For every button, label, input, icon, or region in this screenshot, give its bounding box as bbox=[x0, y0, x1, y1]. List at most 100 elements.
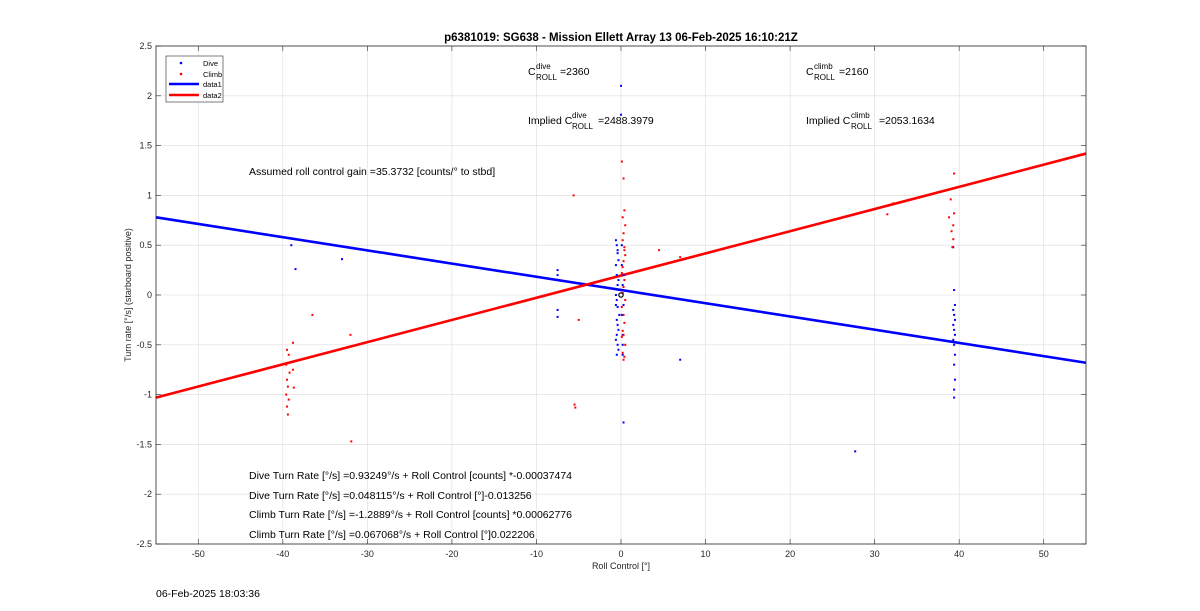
climb-point bbox=[620, 160, 623, 163]
dive-point bbox=[614, 294, 617, 296]
climb-point bbox=[292, 386, 295, 389]
data-layer bbox=[155, 84, 1087, 453]
dive-point bbox=[618, 313, 621, 316]
climb-point bbox=[623, 249, 626, 252]
climb-point bbox=[624, 224, 627, 227]
dive-point bbox=[622, 421, 625, 424]
ticks: -50 -40 -30 -20 -10 0 10 20 30 40 50-2.5-2-1.5-1-0… bbox=[136, 41, 1086, 559]
dive-point bbox=[615, 353, 618, 356]
annotation-c-roll-climb-sub: ROLL bbox=[814, 73, 835, 82]
origin-marker bbox=[618, 292, 624, 298]
legend-data2-label: data2 bbox=[203, 91, 222, 100]
dive-point bbox=[621, 353, 624, 356]
annotation-implied-dive-sup: dive bbox=[572, 111, 587, 120]
dive-point bbox=[615, 244, 618, 247]
annotation-implied-climb-value: =2053.1634 bbox=[879, 115, 935, 127]
annotation-equation-climb-degrees: Climb Turn Rate [°/s] =0.067068°/s + Rol… bbox=[249, 529, 535, 541]
climb-point bbox=[577, 318, 580, 321]
dive-point bbox=[953, 388, 956, 391]
x-tick-label: 0 bbox=[618, 549, 623, 559]
dive-point bbox=[952, 308, 955, 311]
dive-point bbox=[621, 343, 624, 346]
x-tick-label: -40 bbox=[276, 549, 289, 559]
annotation-roll-gain: Assumed roll control gain =35.3732 [coun… bbox=[249, 166, 495, 178]
annotation-implied-dive-value: =2488.3979 bbox=[598, 115, 654, 127]
climb-point bbox=[623, 279, 626, 282]
dive-point bbox=[615, 318, 618, 321]
y-tick-label: -2 bbox=[144, 489, 152, 499]
dive-point bbox=[617, 348, 620, 351]
climb-point bbox=[620, 305, 623, 308]
dive-point bbox=[614, 264, 617, 267]
climb-point bbox=[624, 343, 627, 346]
climb-point bbox=[622, 313, 625, 316]
dive-point bbox=[953, 396, 956, 399]
x-tick-label: 10 bbox=[701, 549, 711, 559]
dive-point bbox=[620, 244, 623, 247]
legend[interactable]: Dive Climb data1 data2 bbox=[165, 55, 224, 103]
dive-point bbox=[953, 313, 956, 316]
annotation-equation-dive-counts: Dive Turn Rate [°/s] =0.93249°/s + Roll … bbox=[249, 470, 572, 482]
annotation-c-roll-dive-prefix: C bbox=[528, 66, 536, 78]
dive-point bbox=[614, 303, 617, 306]
y-tick-label: 0 bbox=[147, 290, 152, 300]
climb-point bbox=[953, 212, 956, 215]
y-tick-label: 1 bbox=[147, 190, 152, 200]
annotation-c-roll-dive-sub: ROLL bbox=[536, 73, 557, 82]
x-axis-label: Roll Control [°] bbox=[592, 561, 650, 571]
climb-point bbox=[573, 403, 576, 406]
climb-point bbox=[620, 272, 623, 275]
dive-point bbox=[620, 84, 622, 87]
series-line-data1 bbox=[155, 216, 1087, 365]
legend-climb-label: Climb bbox=[203, 70, 222, 79]
dive-point bbox=[290, 244, 293, 247]
dive-point bbox=[620, 113, 622, 116]
climb-point bbox=[572, 194, 575, 197]
climb-point bbox=[286, 348, 289, 351]
climb-point bbox=[679, 256, 682, 259]
legend-dive-label: Dive bbox=[203, 59, 218, 68]
annotation-equation-dive-degrees: Dive Turn Rate [°/s] =0.048115°/s + Roll… bbox=[249, 490, 532, 502]
climb-point bbox=[285, 393, 288, 396]
climb-point bbox=[952, 238, 955, 241]
dive-point bbox=[617, 328, 620, 331]
footer-timestamp: 06-Feb-2025 18:03:36 bbox=[156, 588, 260, 600]
dive-point bbox=[854, 450, 857, 453]
y-tick-label: 2.5 bbox=[139, 41, 152, 51]
climb-point bbox=[350, 440, 353, 443]
climb-point bbox=[287, 353, 290, 356]
dive-point bbox=[953, 328, 956, 331]
y-tick-label: -2.5 bbox=[136, 539, 152, 549]
legend-climb-marker bbox=[179, 72, 183, 76]
dive-point bbox=[953, 303, 956, 306]
climb-point bbox=[622, 232, 625, 235]
dive-point bbox=[953, 318, 956, 321]
dive-point bbox=[952, 338, 955, 341]
x-tick-label: -30 bbox=[361, 549, 374, 559]
climb-point bbox=[623, 321, 626, 324]
annotation-c-roll-dive-sup: dive bbox=[536, 62, 551, 71]
y-tick-label: -1 bbox=[144, 390, 152, 400]
dive-point bbox=[616, 343, 619, 346]
dive-point bbox=[953, 289, 956, 292]
y-tick-label: -1.5 bbox=[136, 439, 152, 449]
climb-point bbox=[286, 385, 289, 388]
climb-point bbox=[622, 260, 625, 263]
climb-point bbox=[620, 335, 623, 338]
climb-point bbox=[311, 313, 314, 316]
climb-point bbox=[621, 266, 624, 269]
dive-point bbox=[614, 338, 617, 341]
dive-point bbox=[556, 308, 559, 311]
chart-title: p6381019: SG638 - Mission Ellett Array 1… bbox=[444, 32, 798, 44]
climb-point bbox=[622, 177, 625, 180]
y-tick-label: 2 bbox=[147, 91, 152, 101]
dive-point bbox=[679, 358, 682, 361]
dive-point bbox=[622, 274, 625, 277]
series-climb bbox=[285, 160, 956, 443]
y-tick-label: 0.5 bbox=[139, 240, 152, 250]
climb-point bbox=[621, 329, 624, 332]
climb-point bbox=[658, 249, 661, 252]
annotation-implied-dive-prefix: Implied C bbox=[528, 115, 573, 127]
annotation-implied-climb-prefix: Implied C bbox=[806, 115, 851, 127]
